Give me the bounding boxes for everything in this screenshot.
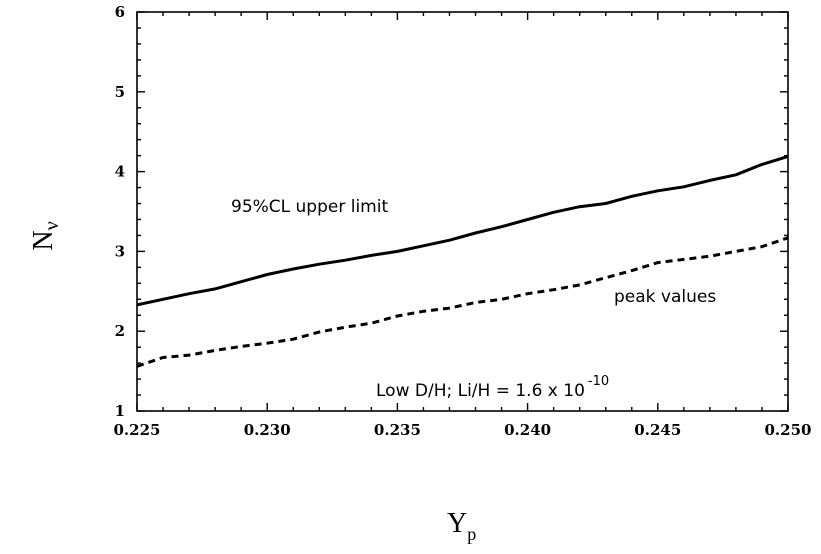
annotation-condition: Low D/H; Li/H = 1.6 x 10 -10: [376, 374, 609, 401]
x-tick-label: 0.245: [634, 421, 681, 439]
annotation-condition-main: Low D/H; Li/H = 1.6 x 10: [376, 381, 585, 401]
series-group: [136, 154, 789, 368]
x-axis-title-main: Y: [447, 508, 467, 539]
y-axis-title-sub: ν: [41, 221, 63, 230]
x-tick-label: 0.235: [374, 421, 421, 439]
y-axis-title-main: N: [28, 230, 59, 250]
series-line-upper-limit: [136, 154, 789, 307]
x-tick-label: 0.240: [504, 421, 551, 439]
tick-labels: 0.225 0.230 0.235 0.240 0.245 0.250 1 2 3 4 5 6: [114, 3, 812, 439]
x-axis-title-sub: p: [467, 524, 476, 544]
series-line-peak-values: [136, 236, 789, 368]
x-axis-title: Yp: [447, 508, 476, 544]
y-tick-label: 3: [115, 242, 125, 260]
plot-frame: [136, 11, 789, 412]
y-tick-label: 4: [115, 163, 125, 181]
x-tick-label: 0.250: [765, 421, 812, 439]
annotation-upper-limit: 95%CL upper limit: [231, 197, 388, 217]
y-tick-label: 2: [115, 322, 125, 340]
y-axis-title: Nν: [28, 221, 63, 250]
y-tick-label: 5: [115, 83, 125, 101]
ticks: [136, 11, 789, 412]
x-tick-label: 0.230: [244, 421, 291, 439]
y-tick-label: 1: [115, 402, 125, 420]
annotation-condition-exponent: -10: [588, 374, 609, 389]
x-tick-label: 0.225: [114, 421, 161, 439]
y-tick-label: 6: [115, 3, 125, 21]
annotation-peak-values: peak values: [614, 287, 716, 307]
